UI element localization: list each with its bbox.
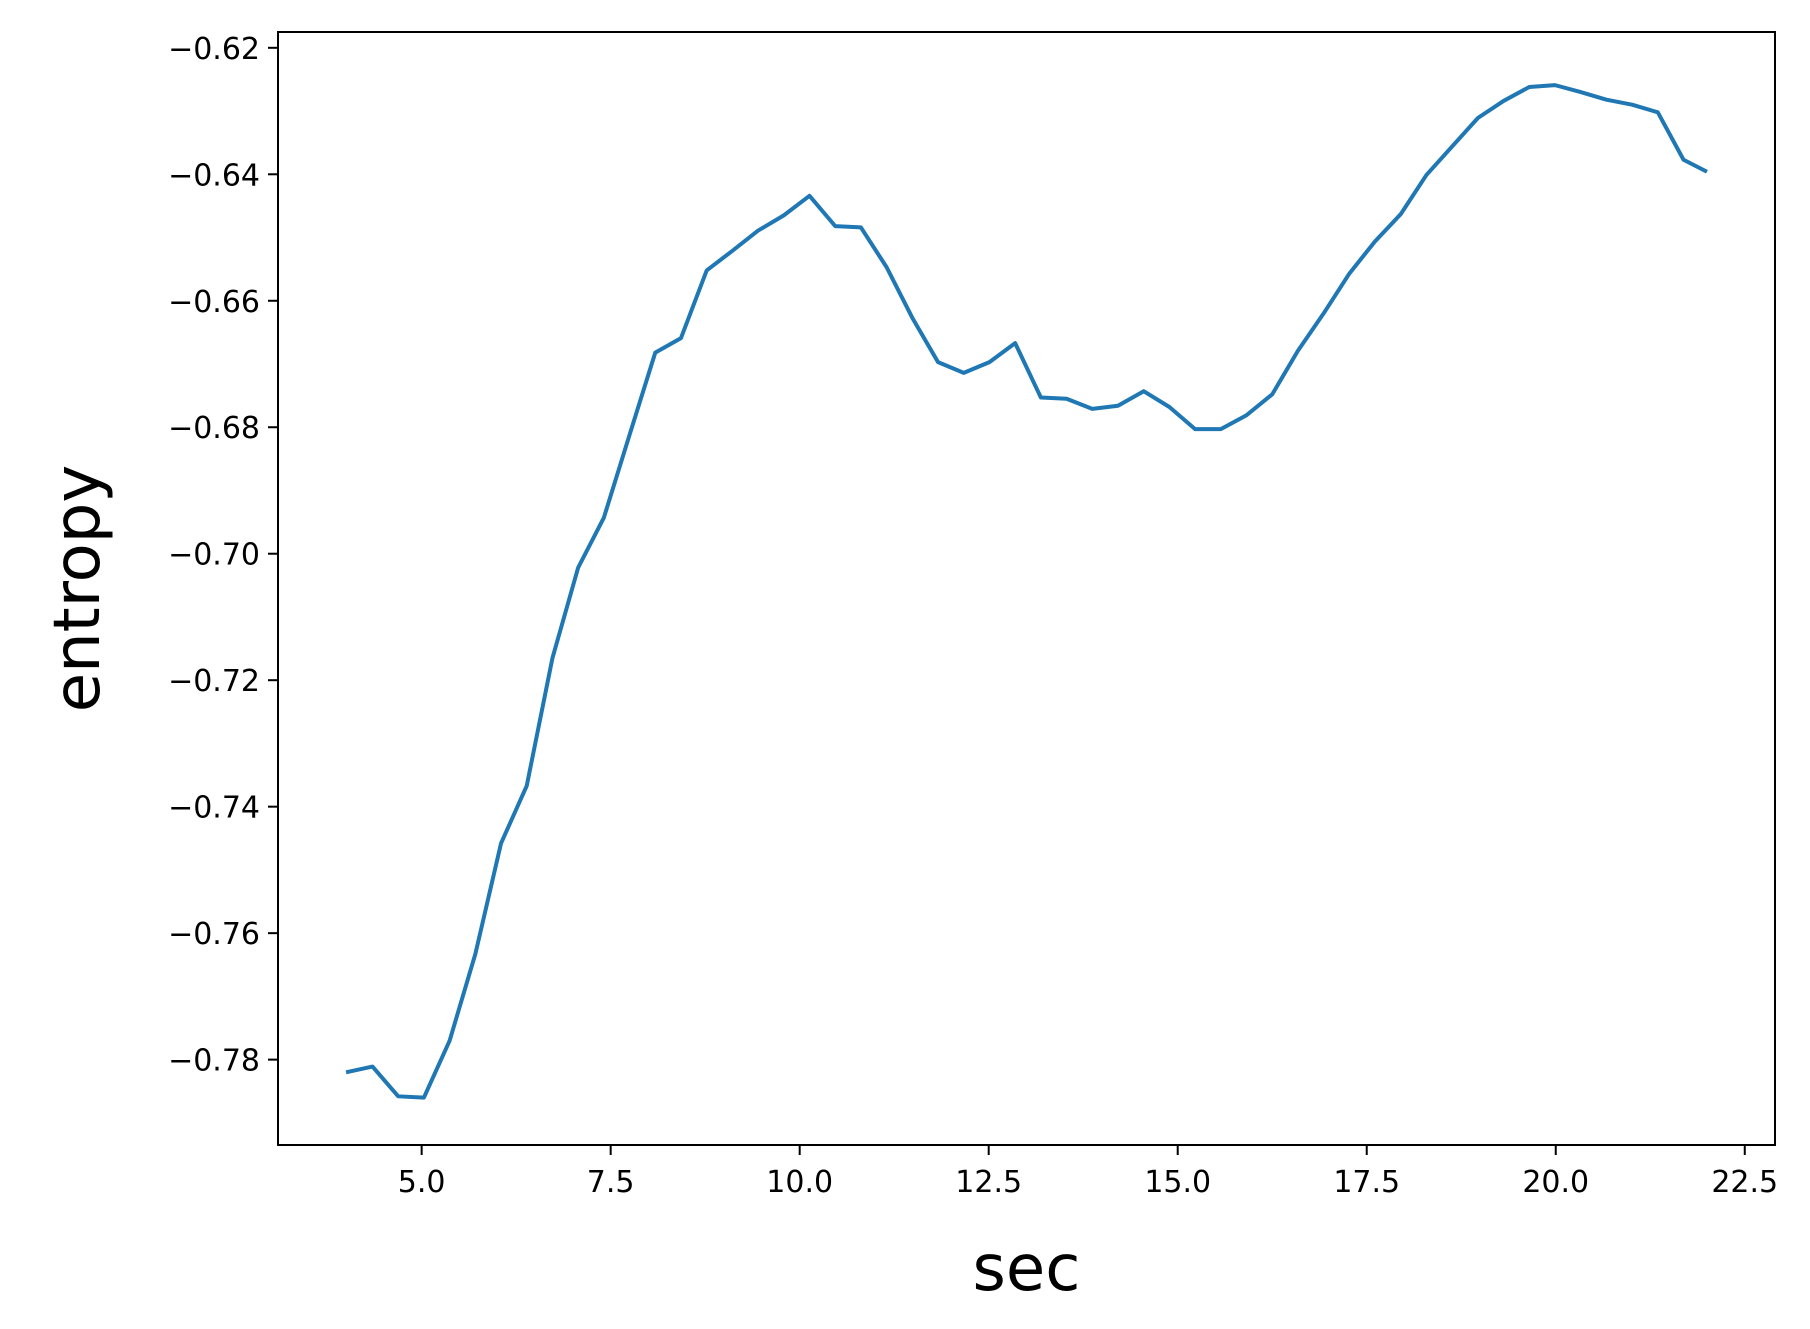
x-tick-label: 10.0 xyxy=(766,1165,833,1200)
x-tick-label: 20.0 xyxy=(1522,1165,1589,1200)
y-tick-label: −0.74 xyxy=(168,791,260,826)
series-line-entropy xyxy=(345,83,1708,1100)
y-tick-label: −0.68 xyxy=(168,411,260,446)
x-axis-label: sec xyxy=(973,1232,1081,1306)
plot-area xyxy=(345,83,1708,1100)
x-axis-ticks: 5.0 7.5 10.0 12.5 15.0 17.5 20.0 22.5 xyxy=(398,1145,1778,1200)
y-tick-label: −0.78 xyxy=(168,1044,260,1079)
x-tick-label: 22.5 xyxy=(1711,1165,1778,1200)
x-tick-label: 7.5 xyxy=(587,1165,635,1200)
x-tick-label: 15.0 xyxy=(1144,1165,1211,1200)
y-tick-label: −0.70 xyxy=(168,538,260,573)
y-axis-ticks: −0.62 −0.64 −0.66 −0.68 −0.70 −0.72 −0.74 −0.76… xyxy=(168,32,278,1079)
y-tick-label: −0.76 xyxy=(168,917,260,952)
y-tick-label: −0.72 xyxy=(168,664,260,699)
x-tick-label: 12.5 xyxy=(955,1165,1022,1200)
axes-frame xyxy=(277,31,1776,1146)
x-tick-label: 17.5 xyxy=(1333,1165,1400,1200)
y-tick-label: −0.62 xyxy=(168,32,260,67)
y-tick-label: −0.64 xyxy=(168,158,260,193)
y-tick-label: −0.66 xyxy=(168,285,260,320)
y-axis-label: entropy xyxy=(41,465,115,713)
x-tick-label: 5.0 xyxy=(398,1165,446,1200)
